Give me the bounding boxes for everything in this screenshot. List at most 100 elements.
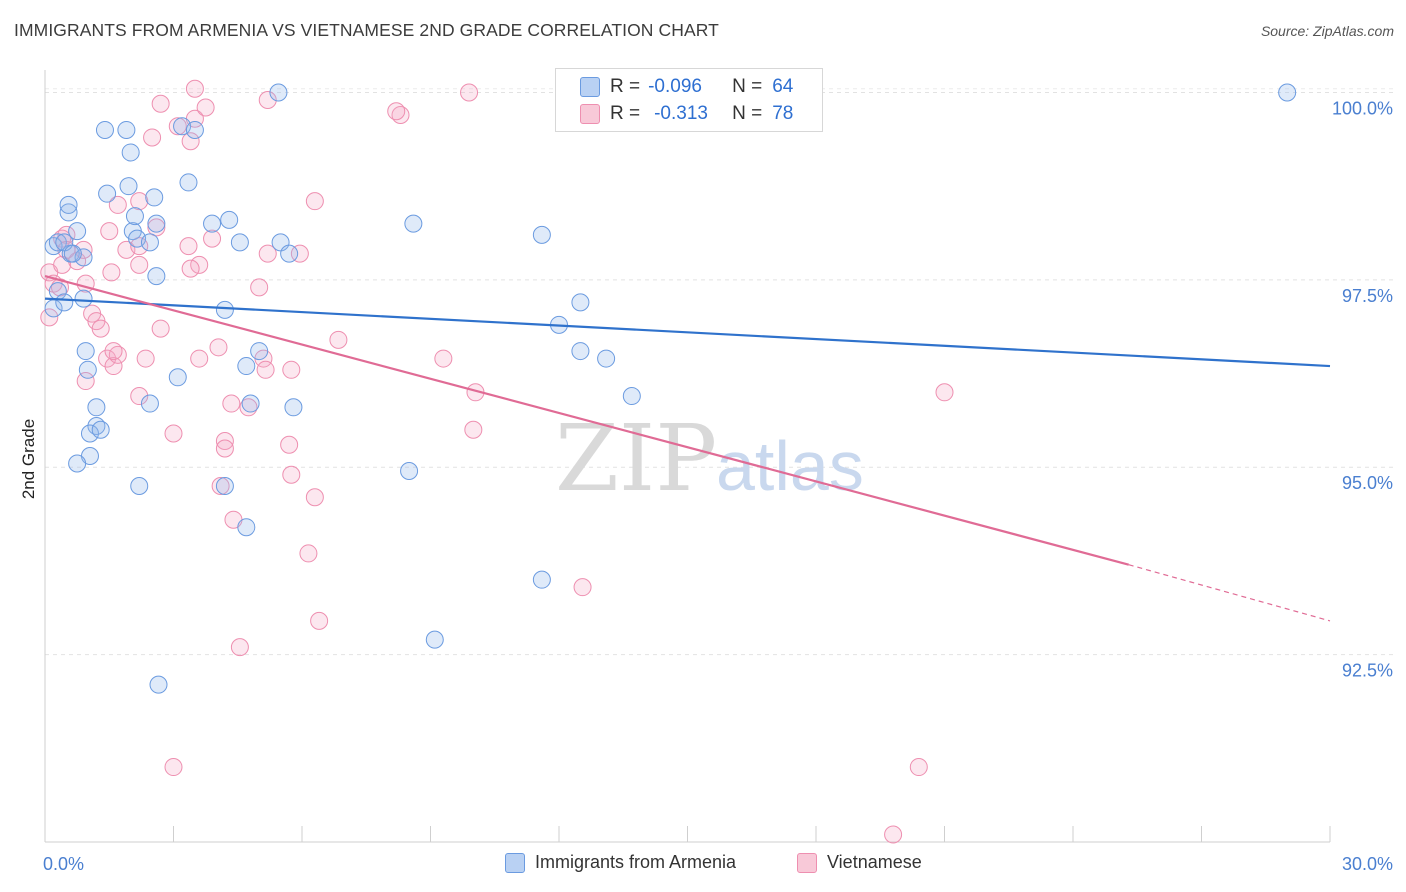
armenia-point [179, 173, 198, 192]
vietnamese-point [329, 330, 348, 349]
vietnamese-point [256, 360, 275, 379]
armenia-point [237, 357, 256, 376]
legend-row-armenia: R = -0.096 N = 64 [580, 75, 793, 99]
armenia-point [237, 518, 256, 537]
legend-r-value: -0.313 [654, 103, 708, 124]
vietnamese-point [196, 98, 215, 117]
vietnamese-point [250, 278, 269, 297]
chart-title: IMMIGRANTS FROM ARMENIA VS VIETNAMESE 2N… [14, 20, 719, 40]
vietnamese-point [434, 349, 453, 368]
legend-n-label: N = [732, 76, 763, 97]
armenia-point [145, 188, 164, 207]
legend-row-vietnamese: R = -0.313 N = 78 [580, 102, 793, 126]
chart-source: Source: ZipAtlas.com [1260, 23, 1394, 39]
vietnamese-point [181, 132, 200, 151]
armenia-point [571, 293, 590, 312]
armenia-point [59, 195, 78, 214]
legend-r-value: -0.096 [648, 76, 702, 97]
vietnamese-point [100, 222, 119, 241]
vietnamese-point [164, 424, 183, 443]
armenia-point [95, 120, 114, 139]
vietnamese-point [305, 488, 324, 507]
x-tick-label: 30.0% [1342, 854, 1393, 874]
vietnamese-point [573, 578, 592, 597]
bottom-legend-armenia: Immigrants from Armenia [505, 852, 736, 873]
vietnamese-point [151, 94, 170, 113]
armenia-swatch-icon [580, 77, 600, 97]
vietnamese-swatch-icon [580, 104, 600, 124]
armenia-point [185, 120, 204, 139]
vietnamese-point [168, 117, 187, 136]
armenia-point [280, 244, 299, 263]
armenia-point [404, 214, 423, 233]
vietnamese-point [164, 758, 183, 777]
armenia-point [140, 394, 159, 413]
y-tick-label: 97.5% [1342, 286, 1393, 306]
armenia-point [532, 225, 551, 244]
armenia-point [532, 570, 551, 589]
vietnamese-point [40, 308, 59, 327]
legend-n-value: 64 [772, 76, 794, 97]
vietnamese-point [130, 387, 149, 406]
armenia-point [284, 398, 303, 417]
vietnamese-point [181, 259, 200, 278]
armenia-point [269, 83, 288, 102]
armenia-point [125, 207, 144, 226]
vietnamese-point [91, 319, 110, 338]
armenia-point [98, 184, 117, 203]
armenia-point [147, 267, 166, 286]
armenia-point [425, 630, 444, 649]
vietnamese-point [130, 237, 149, 256]
armenia-point [168, 368, 187, 387]
vietnamese-point [222, 394, 241, 413]
legend-r-label: R = [610, 76, 641, 97]
armenia-point [597, 349, 616, 368]
vietnamese-point [147, 218, 166, 237]
vietnamese-point [935, 383, 954, 402]
vietnamese-point [209, 338, 228, 357]
vietnamese-point [104, 342, 123, 361]
armenia-point [78, 360, 97, 379]
armenia-point [220, 210, 239, 229]
vietnamese-point [143, 128, 162, 147]
vietnamese-point [185, 79, 204, 98]
armenia-point [117, 120, 136, 139]
vietnamese-legend-label: Vietnamese [827, 852, 922, 872]
vietnamese-point [76, 372, 95, 391]
armenia-point [48, 233, 67, 252]
vietnamese-point [290, 244, 309, 263]
bottom-legend-vietnamese: Vietnamese [797, 852, 922, 873]
vietnamese-point [130, 192, 149, 211]
vietnamese-point [282, 465, 301, 484]
vietnamese-point [299, 544, 318, 563]
vietnamese-point [104, 357, 123, 376]
vietnamese-point [282, 360, 301, 379]
armenia-point [76, 342, 95, 361]
armenia-point [147, 214, 166, 233]
legend-n-value: 78 [772, 103, 794, 124]
x-tick-label: 0.0% [43, 854, 84, 874]
armenia-point [241, 394, 260, 413]
armenia-point [121, 143, 140, 162]
vietnamese-point [909, 758, 928, 777]
armenia-point [80, 424, 99, 443]
armenia-point [250, 342, 269, 361]
vietnamese-point [108, 195, 127, 214]
vietnamese-point [387, 102, 406, 121]
armenia-point [59, 203, 78, 222]
armenia-point [571, 342, 590, 361]
vietnamese-point [305, 192, 324, 211]
armenia-point [130, 476, 149, 495]
trend-lines [44, 275, 1331, 622]
vietnamese-point [310, 611, 329, 630]
vietnamese-point [215, 432, 234, 451]
armenia-point [119, 177, 138, 196]
vietnamese-point [102, 263, 121, 282]
armenia-point [87, 398, 106, 417]
watermark-atlas: atlas [716, 427, 864, 505]
legend-r-label: R = [610, 103, 641, 124]
vietnamese-point [258, 244, 277, 263]
vietnamese-point [280, 435, 299, 454]
vietnamese-point [215, 439, 234, 458]
vietnamese-point [884, 825, 903, 844]
